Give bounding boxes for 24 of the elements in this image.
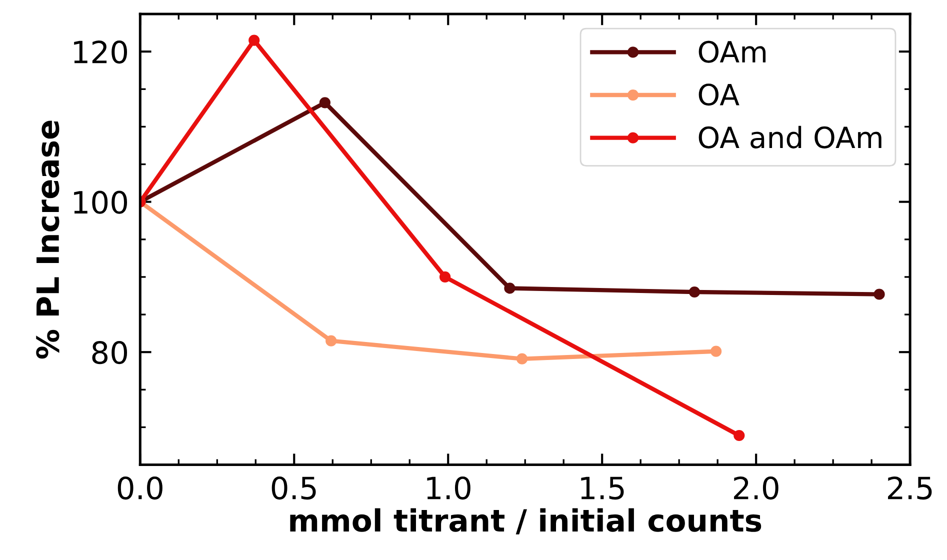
- x-tick-label: 2.0: [734, 476, 778, 500]
- legend-label: OA: [698, 84, 740, 106]
- y-tick-label: 120: [74, 40, 128, 64]
- x-tick-label: 1.0: [427, 476, 470, 500]
- y-axis-title: % PL Increase: [36, 120, 60, 359]
- x-tick-label: 0.0: [118, 476, 162, 500]
- y-tick-label: 80: [92, 341, 128, 364]
- point: [319, 97, 330, 108]
- x-tick-label: 2.5: [888, 476, 932, 500]
- point: [874, 288, 885, 300]
- x-tick-label: 1.5: [581, 476, 624, 500]
- point: [326, 335, 337, 346]
- point: [439, 271, 451, 283]
- point: [248, 34, 260, 46]
- legend-label: OA and OAm: [698, 126, 882, 148]
- point: [504, 282, 516, 294]
- y-tick-label: 100: [74, 190, 128, 214]
- x-tick-label: 0.5: [272, 476, 316, 500]
- legend-label: OAm: [698, 40, 766, 63]
- point: [516, 353, 528, 364]
- point: [688, 286, 700, 298]
- x-axis-title: mmol titrant / initial counts: [290, 508, 762, 534]
- point: [710, 346, 722, 357]
- point: [734, 430, 745, 442]
